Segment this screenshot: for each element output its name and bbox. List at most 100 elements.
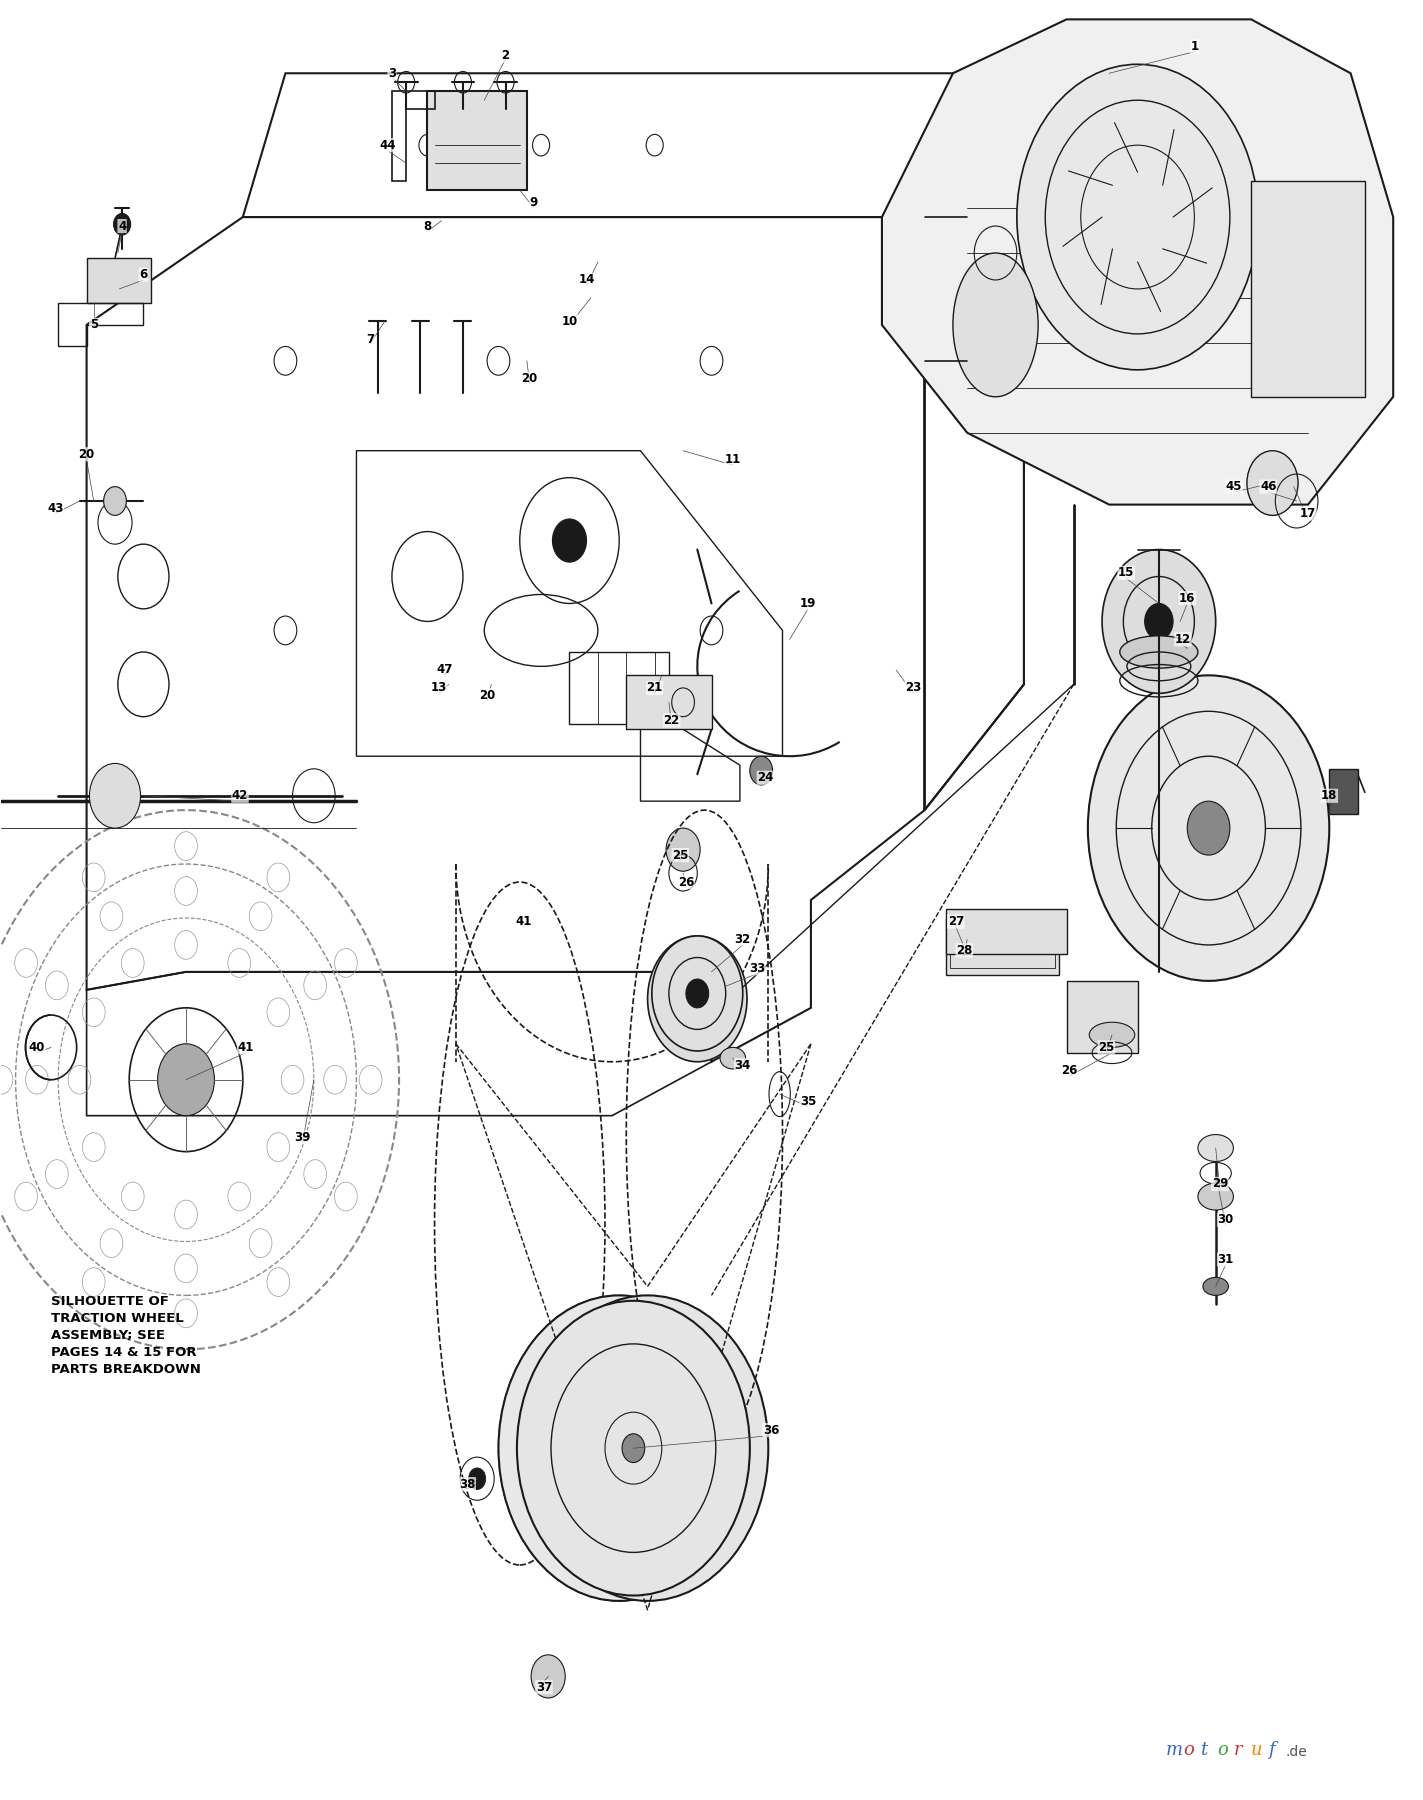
Text: 16: 16	[1180, 592, 1195, 605]
Circle shape	[517, 1301, 750, 1595]
Circle shape	[1247, 450, 1298, 515]
Text: 20: 20	[480, 689, 495, 702]
Text: 7: 7	[367, 333, 374, 346]
Ellipse shape	[1198, 1134, 1234, 1161]
Polygon shape	[626, 675, 712, 729]
Text: 35: 35	[800, 1094, 817, 1107]
Polygon shape	[882, 20, 1393, 504]
Text: 33: 33	[748, 961, 766, 976]
Ellipse shape	[1089, 1022, 1134, 1048]
Circle shape	[158, 1044, 215, 1116]
Bar	[427, 92, 527, 191]
Text: 46: 46	[1259, 481, 1276, 493]
Text: 13: 13	[431, 682, 447, 695]
Text: 25: 25	[1099, 1040, 1114, 1053]
Text: 45: 45	[1225, 481, 1242, 493]
Text: 34: 34	[734, 1058, 751, 1071]
Text: .de: .de	[1285, 1744, 1306, 1759]
Text: 20: 20	[522, 373, 538, 385]
Circle shape	[750, 756, 773, 785]
Circle shape	[1087, 675, 1329, 981]
Text: 12: 12	[1175, 634, 1191, 646]
Circle shape	[647, 936, 747, 1062]
Text: 31: 31	[1218, 1253, 1234, 1265]
Text: 40: 40	[28, 1040, 46, 1053]
Text: m: m	[1165, 1741, 1183, 1759]
Text: 24: 24	[757, 770, 774, 785]
Text: 17: 17	[1299, 508, 1316, 520]
Circle shape	[104, 486, 127, 515]
Text: 4: 4	[118, 220, 127, 232]
Text: 20: 20	[78, 448, 95, 461]
Text: 26: 26	[1062, 1064, 1077, 1076]
Text: o: o	[1183, 1741, 1194, 1759]
Text: 18: 18	[1321, 788, 1338, 803]
Bar	[951, 925, 1056, 968]
Text: 19: 19	[800, 598, 817, 610]
Circle shape	[1101, 549, 1215, 693]
Circle shape	[1017, 65, 1258, 369]
Circle shape	[468, 1469, 485, 1489]
Text: 37: 37	[536, 1681, 552, 1694]
Text: 27: 27	[948, 914, 963, 929]
Text: 29: 29	[1212, 1177, 1228, 1190]
Text: 11: 11	[724, 454, 741, 466]
Circle shape	[652, 936, 743, 1051]
Bar	[87, 259, 151, 304]
Circle shape	[90, 763, 141, 828]
Text: 41: 41	[238, 1040, 253, 1053]
Text: 38: 38	[460, 1478, 475, 1490]
Circle shape	[622, 1435, 645, 1463]
Text: 44: 44	[380, 139, 396, 151]
Text: 6: 6	[139, 268, 148, 281]
Polygon shape	[946, 909, 1067, 954]
Polygon shape	[1067, 981, 1137, 1053]
Circle shape	[622, 1417, 673, 1481]
Ellipse shape	[1198, 1183, 1234, 1210]
Text: 43: 43	[47, 502, 64, 515]
Ellipse shape	[720, 1048, 746, 1069]
Text: 3: 3	[388, 67, 396, 79]
Circle shape	[552, 518, 586, 562]
Bar	[1251, 182, 1365, 396]
Text: 8: 8	[423, 220, 431, 232]
Text: f: f	[1268, 1741, 1275, 1759]
Circle shape	[498, 1296, 740, 1600]
Text: 25: 25	[672, 848, 689, 862]
Bar	[946, 918, 1060, 976]
Ellipse shape	[1202, 1278, 1228, 1296]
Ellipse shape	[953, 254, 1039, 396]
Text: r: r	[1234, 1741, 1242, 1759]
Text: 15: 15	[1118, 567, 1134, 580]
Text: 36: 36	[763, 1424, 780, 1436]
Text: 14: 14	[578, 274, 595, 286]
Circle shape	[686, 979, 709, 1008]
Circle shape	[666, 828, 700, 871]
Text: 9: 9	[529, 196, 538, 209]
Text: 5: 5	[90, 319, 98, 331]
Text: 42: 42	[232, 788, 248, 803]
Text: 1: 1	[1190, 40, 1198, 52]
Text: 23: 23	[905, 682, 921, 695]
Ellipse shape	[1120, 635, 1198, 668]
Text: 39: 39	[295, 1130, 310, 1143]
Text: 26: 26	[677, 875, 694, 889]
Text: u: u	[1251, 1741, 1262, 1759]
Text: SILHOUETTE OF
TRACTION WHEEL
ASSEMBLY; SEE
PAGES 14 & 15 FOR
PARTS BREAKDOWN: SILHOUETTE OF TRACTION WHEEL ASSEMBLY; S…	[51, 1296, 201, 1377]
Circle shape	[1187, 801, 1229, 855]
Text: 41: 41	[517, 914, 532, 929]
Bar	[569, 652, 669, 724]
Text: 47: 47	[437, 664, 453, 677]
Circle shape	[114, 214, 131, 236]
Text: 21: 21	[646, 682, 663, 695]
Circle shape	[1144, 603, 1173, 639]
Text: o: o	[1217, 1741, 1228, 1759]
Circle shape	[527, 1296, 768, 1600]
Text: 22: 22	[663, 715, 680, 727]
Text: 2: 2	[501, 49, 509, 61]
Circle shape	[686, 985, 709, 1013]
Bar	[1329, 769, 1358, 814]
Circle shape	[598, 1422, 640, 1476]
Circle shape	[531, 1654, 565, 1697]
Text: t: t	[1200, 1741, 1207, 1759]
